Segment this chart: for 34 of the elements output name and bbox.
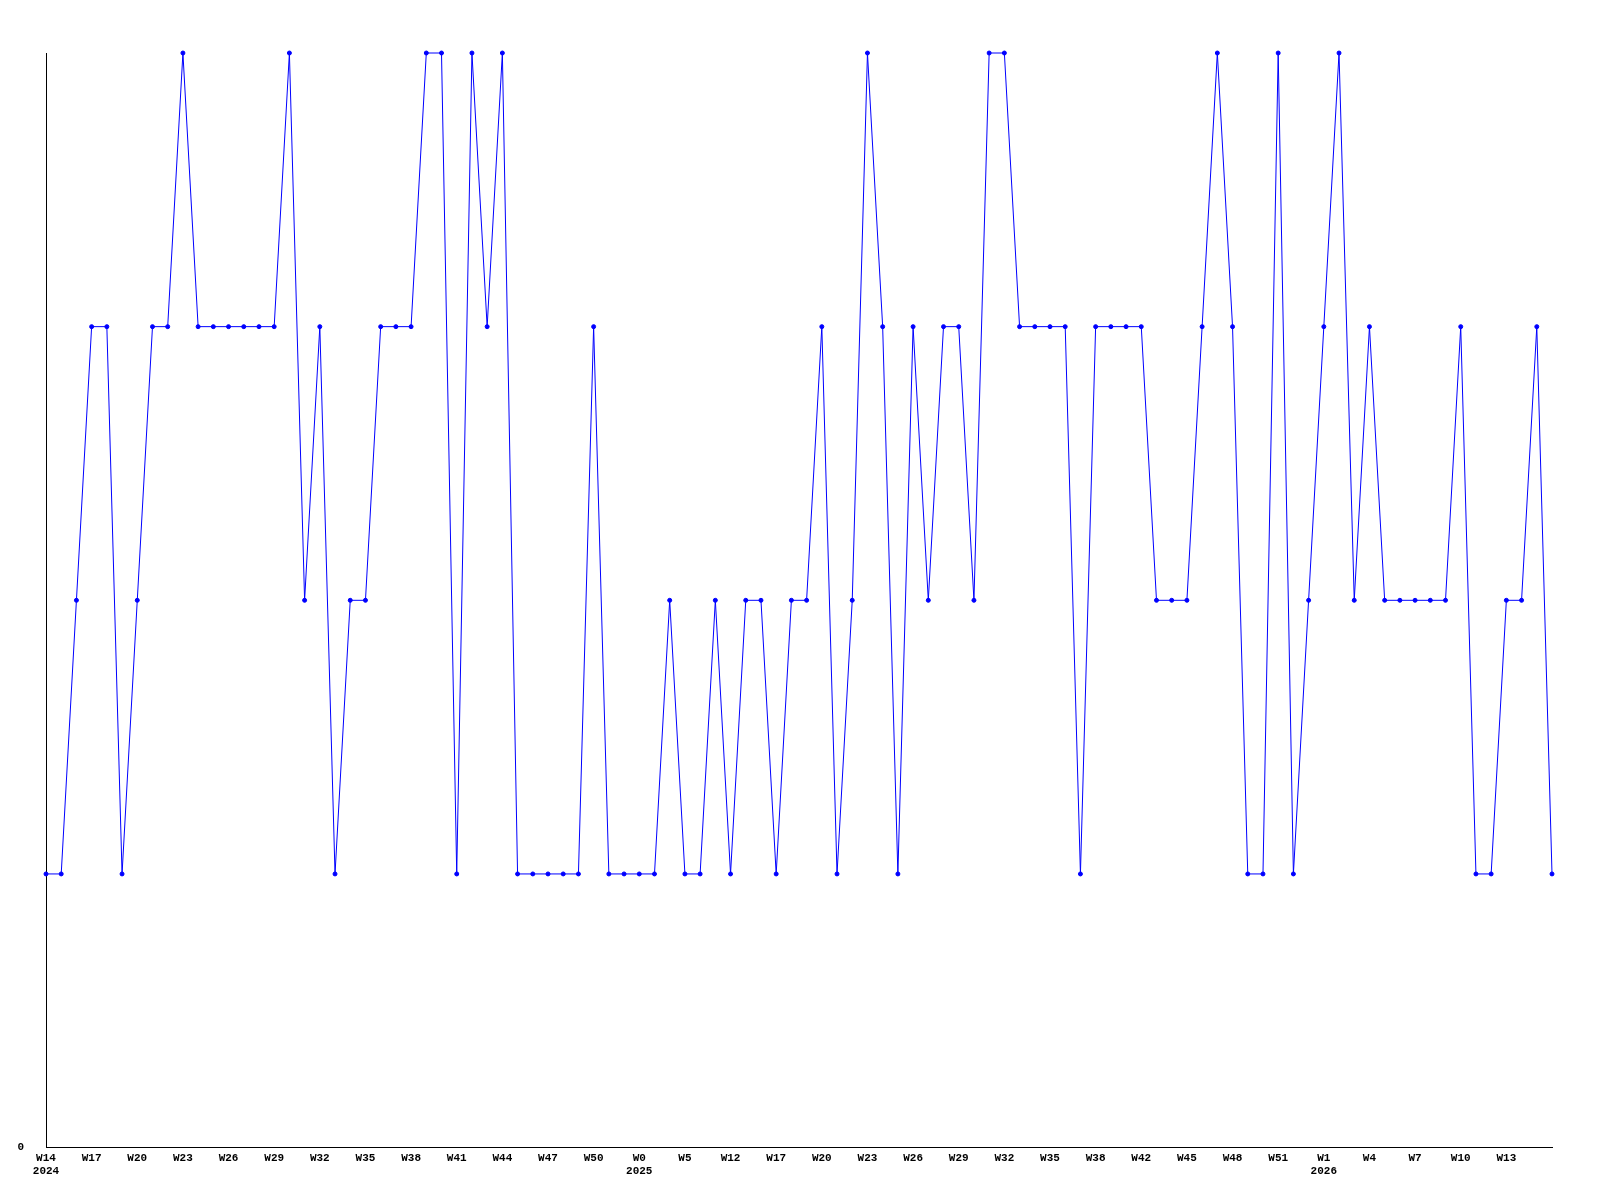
x-tick-label: W32 bbox=[309, 1151, 330, 1164]
x-tick-label: W44 bbox=[492, 1151, 513, 1164]
x-tick-label: W4 bbox=[1362, 1151, 1377, 1164]
x-tick-label: W47 bbox=[538, 1151, 558, 1164]
x-tick-label: W29 bbox=[264, 1151, 285, 1164]
x-tick-label: W14 2024 bbox=[32, 1151, 60, 1178]
x-tick-label: W20 bbox=[811, 1151, 832, 1164]
x-tick-label: W10 bbox=[1450, 1151, 1471, 1164]
x-tick-label: W38 bbox=[1085, 1151, 1106, 1164]
x-tick-label: W35 bbox=[355, 1151, 376, 1164]
x-tick-label: W1 2026 bbox=[1310, 1151, 1338, 1178]
x-tick-label: W42 bbox=[1131, 1151, 1152, 1164]
x-tick-label: W17 bbox=[81, 1151, 102, 1164]
x-tick-label: W12 bbox=[720, 1151, 741, 1164]
x-tick-label: W17 bbox=[766, 1151, 787, 1164]
x-tick-label: W5 bbox=[678, 1151, 692, 1164]
x-tick-label: W38 bbox=[401, 1151, 422, 1164]
x-tick-label: W26 bbox=[218, 1151, 239, 1164]
x-tick-label: W23 bbox=[173, 1151, 194, 1164]
x-tick-label: W51 bbox=[1268, 1151, 1289, 1164]
x-tick-label: W45 bbox=[1177, 1151, 1198, 1164]
text: 0 bbox=[17, 1141, 24, 1154]
x-tick-label: W48 bbox=[1222, 1151, 1243, 1164]
x-tick-label: W41 bbox=[446, 1151, 468, 1164]
x-tick-label: W32 bbox=[994, 1151, 1015, 1164]
x-tick-label: W26 bbox=[903, 1151, 923, 1164]
x-tick-label: W50 bbox=[583, 1151, 604, 1164]
x-tick-label: W23 bbox=[857, 1151, 878, 1164]
x-tick-label: W13 bbox=[1496, 1151, 1517, 1164]
x-tick-label: W7 bbox=[1408, 1151, 1422, 1164]
x-tick-label: W20 bbox=[127, 1151, 148, 1164]
x-tick-label: W29 bbox=[948, 1151, 969, 1164]
x-tick-label: W35 bbox=[1040, 1151, 1061, 1164]
x-tick-label: W0 2025 bbox=[626, 1151, 653, 1178]
